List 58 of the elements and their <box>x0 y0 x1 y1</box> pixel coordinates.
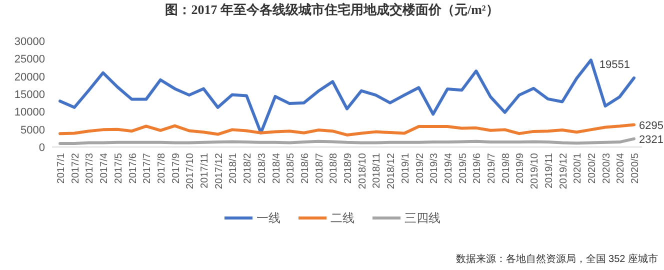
x-tick-label: 2017/10 <box>185 152 196 190</box>
y-tick-label: 30000 <box>14 36 45 48</box>
x-tick-label: 2019/8 <box>500 152 512 184</box>
x-tick-label: 2018/8 <box>328 152 340 184</box>
x-tick-label: 2017/6 <box>128 152 139 184</box>
x-tick-label: 2019/3 <box>429 152 440 184</box>
x-tick-label: 2019/7 <box>486 152 498 184</box>
x-tick-label: 2017/7 <box>142 152 154 184</box>
x-tick-label: 2018/11 <box>372 152 383 188</box>
x-tick-label: 2018/9 <box>343 152 354 184</box>
data-label: 19551 <box>599 58 630 71</box>
x-tick-label: 2017/3 <box>84 152 96 184</box>
y-tick-label: 20000 <box>14 71 45 84</box>
line-series <box>58 123 636 136</box>
x-tick-label: 2018/2 <box>242 152 254 184</box>
chart-title: 图：2017 年至今各线级城市住宅用地成交楼面价（元/m²） <box>165 2 499 17</box>
x-tick-label: 2019/10 <box>530 152 541 190</box>
x-tick-label: 2018/1 <box>228 152 240 184</box>
legend-label: 三四线 <box>404 211 440 225</box>
data-label: 2321 <box>639 134 664 146</box>
x-tick-label: 2017/11 <box>200 152 210 188</box>
x-tick-label: 2017/2 <box>70 152 82 184</box>
x-tick-label: 2017/9 <box>170 152 182 184</box>
x-tick-label: 2019/1 <box>400 152 412 184</box>
y-tick-label: 15000 <box>14 89 45 101</box>
x-tick-label: 2019/9 <box>515 152 526 184</box>
legend-label: 二线 <box>330 211 354 225</box>
x-tick-label: 2018/6 <box>300 152 311 184</box>
x-tick-label: 2017/8 <box>156 152 168 184</box>
x-tick-label: 2019/6 <box>472 152 484 184</box>
x-tick-label: 2018/4 <box>271 152 282 184</box>
y-tick-label: 10000 <box>14 106 45 119</box>
x-tick-label: 2018/3 <box>256 152 268 184</box>
x-tick-label: 2018/5 <box>286 152 297 184</box>
x-tick-label: 2018/12 <box>386 152 398 190</box>
x-tick-label: 2019/12 <box>558 152 570 190</box>
x-tick-label: 2020/5 <box>630 152 641 184</box>
x-tick-label: 2019/11 <box>544 152 555 188</box>
legend-label: 一线 <box>256 211 280 225</box>
y-tick-label: 25000 <box>14 54 45 66</box>
x-tick-label: 2019/4 <box>443 152 454 184</box>
line-series <box>58 58 636 134</box>
x-tick-label: 2019/2 <box>414 152 426 184</box>
x-tick-label: 2018/7 <box>314 152 326 184</box>
x-tick-label: 2018/10 <box>357 152 368 190</box>
y-tick-label: 5000 <box>20 124 45 136</box>
x-tick-label: 2017/1 <box>56 152 67 184</box>
y-tick-label: 0 <box>38 142 45 154</box>
x-tick-label: 2017/5 <box>113 152 124 184</box>
x-tick-label: 2020/1 <box>572 152 584 184</box>
x-tick-label: 2020/3 <box>601 152 612 184</box>
x-tick-label: 2017/12 <box>214 152 225 190</box>
x-tick-label: 2019/5 <box>458 152 469 184</box>
x-tick-label: 2020/4 <box>616 152 627 184</box>
x-tick-label: 2017/4 <box>99 152 110 184</box>
source-note: 数据来源：各地自然资源局，全国 352 座城市 <box>456 253 658 265</box>
x-tick-label: 2020/2 <box>586 152 598 184</box>
data-label: 6295 <box>639 120 664 132</box>
